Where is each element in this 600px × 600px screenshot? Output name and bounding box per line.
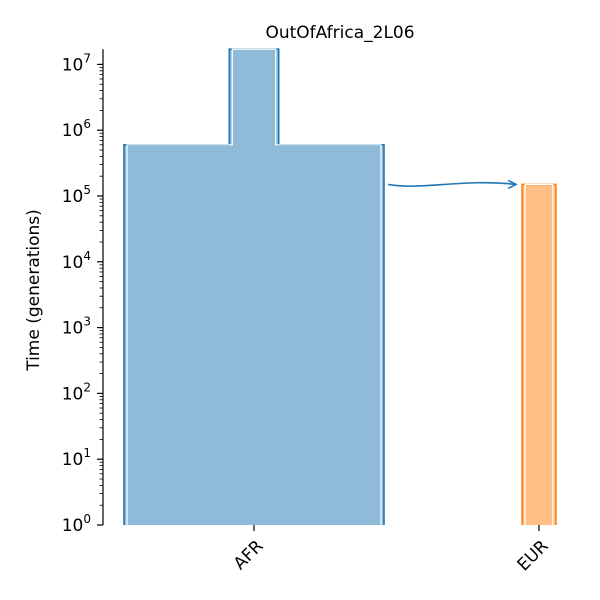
y-tick-exponent: 2 bbox=[83, 380, 91, 394]
y-tick-exponent: 7 bbox=[83, 51, 91, 65]
x-tick-label: EUR bbox=[514, 536, 553, 575]
y-tick-exponent: 6 bbox=[83, 117, 91, 131]
plot-area bbox=[123, 48, 557, 526]
population-inner-edge-eur bbox=[524, 183, 554, 525]
y-tick-base: 10 bbox=[62, 384, 84, 404]
chart-title: OutOfAfrica_2L06 bbox=[265, 23, 414, 43]
x-axis: AFR EUR bbox=[230, 525, 553, 575]
y-tick-label: 103 bbox=[62, 315, 91, 339]
y-tick-base: 10 bbox=[62, 253, 84, 273]
y-axis-label: Time (generations) bbox=[24, 209, 44, 372]
y-tick-label: 105 bbox=[62, 183, 91, 207]
y-tick-base: 10 bbox=[62, 187, 84, 207]
x-tick-label: AFR bbox=[230, 536, 268, 574]
y-tick-label: 106 bbox=[62, 117, 91, 141]
migration-arrow-head bbox=[507, 179, 518, 190]
population-inner-edge-afr bbox=[126, 48, 382, 525]
y-tick-label: 102 bbox=[62, 380, 91, 404]
y-tick-label: 100 bbox=[62, 512, 91, 536]
y-tick-exponent: 1 bbox=[83, 446, 91, 460]
y-tick-base: 10 bbox=[62, 55, 84, 75]
y-tick-base: 10 bbox=[62, 516, 84, 536]
y-tick-base: 10 bbox=[62, 450, 84, 470]
y-tick-exponent: 5 bbox=[83, 183, 91, 197]
y-tick-exponent: 0 bbox=[83, 512, 91, 526]
migration-arrow-line bbox=[387, 181, 517, 187]
y-tick-base: 10 bbox=[62, 121, 84, 141]
y-tick-label: 101 bbox=[62, 446, 91, 470]
y-tick-exponent: 4 bbox=[83, 249, 91, 263]
y-tick-label: 104 bbox=[62, 249, 91, 273]
population-fill-afr bbox=[124, 49, 384, 526]
y-tick-label: 107 bbox=[62, 51, 91, 75]
population-fill-eur bbox=[522, 184, 556, 525]
y-tick-exponent: 3 bbox=[83, 315, 91, 329]
y-tick-base: 10 bbox=[62, 319, 84, 339]
